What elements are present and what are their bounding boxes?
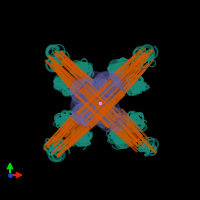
Circle shape [103,75,124,96]
Circle shape [106,80,126,100]
Circle shape [96,115,109,127]
Circle shape [90,78,107,95]
Circle shape [74,106,91,123]
Circle shape [98,114,112,128]
Circle shape [96,91,115,110]
Circle shape [71,77,94,100]
Circle shape [93,98,120,125]
Circle shape [70,92,97,119]
Circle shape [78,103,101,126]
Circle shape [86,91,94,100]
Circle shape [103,102,114,113]
Circle shape [85,94,107,116]
Circle shape [106,109,129,132]
Circle shape [82,81,97,96]
Circle shape [99,80,108,90]
Circle shape [98,106,124,132]
Circle shape [103,84,113,94]
Circle shape [101,108,117,123]
Circle shape [87,106,100,118]
Circle shape [96,72,119,95]
Circle shape [72,90,89,107]
Circle shape [70,80,94,103]
Circle shape [93,71,121,100]
Circle shape [89,105,103,119]
Circle shape [79,90,107,118]
Circle shape [101,84,121,105]
Circle shape [84,72,106,95]
Circle shape [80,89,99,108]
Circle shape [73,103,95,125]
Circle shape [72,103,93,125]
Circle shape [90,93,114,117]
Circle shape [108,79,118,89]
Circle shape [72,92,97,118]
Circle shape [81,107,100,127]
Circle shape [87,87,97,96]
Circle shape [85,79,102,96]
Circle shape [76,103,88,115]
Circle shape [104,72,129,97]
